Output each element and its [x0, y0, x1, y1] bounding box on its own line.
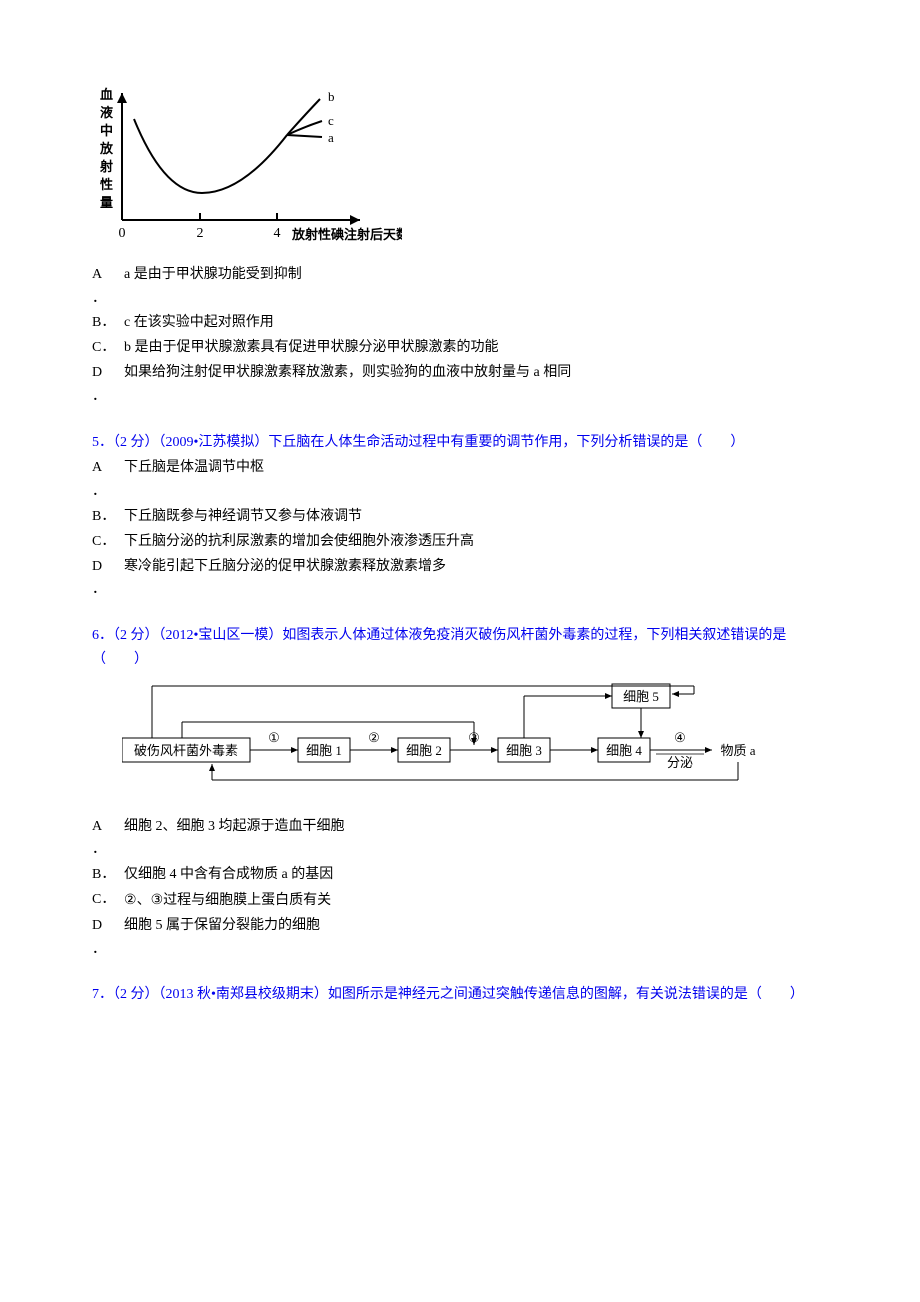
q4-chart: 血 液 中 放 射 性 量 0 2 4 放射性碘注射后天数 b c a	[92, 85, 828, 259]
node-cell5-label: 细胞 5	[623, 689, 659, 704]
q5-options: A． 下丘脑是体温调节中枢 B． 下丘脑既参与神经调节又参与体液调节 C． 下丘…	[92, 456, 828, 602]
q4-options: A． a 是由于甲状腺功能受到抑制 B． c 在该实验中起对照作用 C． b 是…	[92, 263, 828, 409]
option-letter: D．	[92, 914, 124, 962]
q6-option-a[interactable]: A． 细胞 2、细胞 3 均起源于造血干细胞	[92, 815, 828, 863]
node-cell2-label: 细胞 2	[406, 743, 442, 758]
series-a-label: a	[328, 130, 334, 145]
node-cell1-label: 细胞 1	[306, 743, 342, 758]
option-letter: B．	[92, 863, 124, 887]
q6-option-d[interactable]: D． 细胞 5 属于保留分裂能力的细胞	[92, 914, 828, 962]
y-axis-char: 液	[100, 105, 113, 120]
option-text: 寒冷能引起下丘脑分泌的促甲状腺激素释放激素增多	[124, 555, 828, 603]
q4-option-d[interactable]: D． 如果给狗注射促甲状腺激素释放激素，则实验狗的血液中放射量与 a 相同	[92, 361, 828, 409]
x-tick-1: 2	[197, 226, 204, 241]
x-axis-arrow	[350, 215, 360, 225]
q6-stem: 6．（2 分）（2012•宝山区一模）如图表示人体通过体液免疫消灭破伤风杆菌外毒…	[92, 624, 828, 672]
option-text: 下丘脑既参与神经调节又参与体液调节	[124, 505, 828, 529]
curve-main	[134, 119, 287, 193]
option-letter: D．	[92, 555, 124, 603]
y-axis-char: 放	[99, 141, 114, 156]
series-c-label: c	[328, 113, 334, 128]
q6-options: A． 细胞 2、细胞 3 均起源于造血干细胞 B． 仅细胞 4 中含有合成物质 …	[92, 815, 828, 962]
curve-a	[287, 135, 322, 137]
option-text: 细胞 5 属于保留分裂能力的细胞	[124, 914, 828, 962]
q4-option-b[interactable]: B． c 在该实验中起对照作用	[92, 311, 828, 335]
edge-4-label: ④	[674, 730, 686, 745]
option-letter: A．	[92, 263, 124, 311]
option-text: a 是由于甲状腺功能受到抑制	[124, 263, 828, 311]
q6-option-c[interactable]: C． ②、③过程与细胞膜上蛋白质有关	[92, 888, 828, 913]
option-letter: A．	[92, 815, 124, 863]
y-axis-char: 性	[100, 177, 113, 192]
edge-2-label: ②	[368, 730, 380, 745]
option-text: ②、③过程与细胞膜上蛋白质有关	[124, 888, 828, 913]
q5-stem: 5．（2 分）（2009•江苏模拟）下丘脑在人体生命活动过程中有重要的调节作用，…	[92, 431, 828, 455]
option-letter: B．	[92, 505, 124, 529]
option-letter: C．	[92, 530, 124, 554]
option-text: 细胞 2、细胞 3 均起源于造血干细胞	[124, 815, 828, 863]
option-text: b 是由于促甲状腺激素具有促进甲状腺分泌甲状腺激素的功能	[124, 336, 828, 360]
option-text: 仅细胞 4 中含有合成物质 a 的基因	[124, 863, 828, 887]
x-axis-label: 放射性碘注射后天数	[291, 227, 402, 242]
option-letter: C．	[92, 336, 124, 360]
q4-option-c[interactable]: C． b 是由于促甲状腺激素具有促进甲状腺分泌甲状腺激素的功能	[92, 336, 828, 360]
x-tick-2: 4	[274, 226, 281, 241]
option-text: 下丘脑是体温调节中枢	[124, 456, 828, 504]
q6-flowchart: 细胞 5 破伤风杆菌外毒素 细胞 1 细胞 2 细胞 3 细胞 4 物质 a ①…	[122, 680, 828, 801]
curve-b	[287, 99, 320, 135]
node-out-label: 物质 a	[720, 743, 755, 758]
option-text: 下丘脑分泌的抗利尿激素的增加会使细胞外液渗透压升高	[124, 530, 828, 554]
q5-option-d[interactable]: D． 寒冷能引起下丘脑分泌的促甲状腺激素释放激素增多	[92, 555, 828, 603]
option-letter: C．	[92, 888, 124, 913]
edge-1-label: ①	[268, 730, 280, 745]
node-start-label: 破伤风杆菌外毒素	[134, 743, 238, 758]
option-letter: D．	[92, 361, 124, 409]
q5-option-b[interactable]: B． 下丘脑既参与神经调节又参与体液调节	[92, 505, 828, 529]
y-axis-arrow	[117, 93, 127, 103]
q5-option-c[interactable]: C． 下丘脑分泌的抗利尿激素的增加会使细胞外液渗透压升高	[92, 530, 828, 554]
option-letter: B．	[92, 311, 124, 335]
y-axis-char: 量	[100, 195, 113, 210]
node-cell4-label: 细胞 4	[606, 743, 642, 758]
q7-stem: 7．（2 分）（2013 秋•南郑县校级期末）如图所示是神经元之间通过突触传递信…	[92, 983, 828, 1007]
series-b-label: b	[328, 89, 335, 104]
y-axis-char: 射	[99, 159, 113, 174]
q4-option-a[interactable]: A． a 是由于甲状腺功能受到抑制	[92, 263, 828, 311]
edge-4-sub: 分泌	[667, 755, 693, 770]
node-cell3-label: 细胞 3	[506, 743, 542, 758]
option-letter: A．	[92, 456, 124, 504]
q6-option-b[interactable]: B． 仅细胞 4 中含有合成物质 a 的基因	[92, 863, 828, 887]
y-axis-char: 中	[100, 123, 113, 138]
x-tick-0: 0	[119, 226, 126, 241]
option-text: 如果给狗注射促甲状腺激素释放激素，则实验狗的血液中放射量与 a 相同	[124, 361, 828, 409]
q5-option-a[interactable]: A． 下丘脑是体温调节中枢	[92, 456, 828, 504]
y-axis-char: 血	[100, 87, 113, 102]
option-text: c 在该实验中起对照作用	[124, 311, 828, 335]
